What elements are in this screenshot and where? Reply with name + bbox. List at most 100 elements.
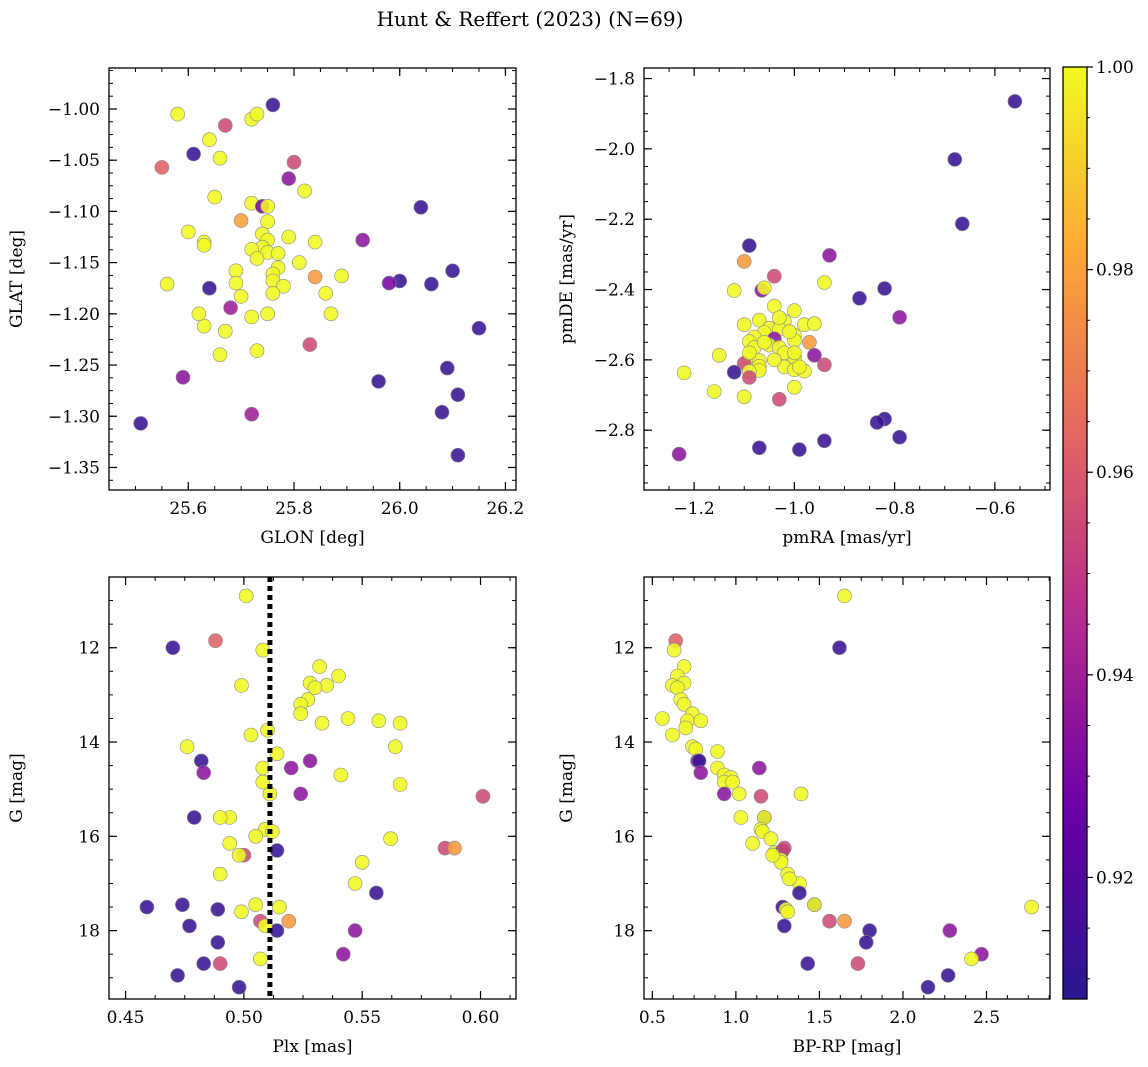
y-axis-label: G [mag] [557, 753, 577, 822]
scatter-point [736, 389, 752, 405]
scatter-point [297, 183, 312, 199]
scatter-point [270, 246, 286, 261]
scatter-point [331, 668, 346, 684]
scatter-point [676, 365, 692, 381]
scatter-point [371, 374, 386, 389]
scatter-point [312, 659, 327, 674]
scatter-point [447, 840, 462, 856]
scatter-point [753, 788, 769, 804]
y-tick-label: −1.15 [48, 254, 100, 274]
scatter-point [369, 885, 384, 901]
y-tick-label: −1.30 [48, 407, 100, 427]
x-axis-label: BP-RP [mag] [793, 1037, 902, 1057]
scatter-point [383, 831, 398, 847]
scatter-point [223, 300, 238, 316]
y-tick-label: −1.05 [48, 151, 100, 171]
scatter-point [159, 276, 175, 292]
scatter-point [281, 171, 297, 186]
scatter-point [892, 309, 907, 325]
scatter-point [222, 836, 237, 851]
scatter-point [792, 885, 807, 901]
scatter-point [212, 347, 228, 363]
scatter-point [392, 715, 408, 731]
scatter-point [852, 290, 867, 306]
minor-ticks [643, 68, 1050, 490]
scatter-point [710, 744, 725, 759]
scatter-point [307, 234, 323, 250]
scatter-point [706, 384, 722, 399]
scatter-point [792, 442, 807, 457]
scatter-point [234, 904, 249, 920]
scatter-point [253, 951, 268, 967]
colorbar-tick-label: 0.92 [1096, 868, 1134, 888]
scatter-point [736, 317, 752, 333]
scatter-point [782, 324, 797, 340]
scatter-point [210, 902, 226, 917]
scatter-point [272, 899, 287, 915]
scatter-point [265, 97, 281, 113]
y-axis-label: G [mag] [7, 753, 27, 822]
scatter-point [780, 904, 796, 920]
scatter-point [243, 727, 259, 743]
colorbar-tick-label: 0.96 [1096, 463, 1134, 483]
scatter-point [165, 640, 181, 656]
x-tick-label: 0.60 [462, 1008, 500, 1028]
scatter-point [255, 774, 271, 790]
scatter-point [787, 379, 802, 395]
scatter-point [231, 979, 247, 995]
scatter-point [170, 106, 185, 122]
scatter-point [892, 429, 907, 445]
scatter-point [807, 347, 822, 363]
y-tick-label: −1.8 [594, 70, 635, 90]
scatter-point [212, 866, 228, 882]
scatter-point [334, 268, 349, 284]
scatter-point [736, 254, 752, 269]
colorbar-tick-label: 0.98 [1096, 261, 1134, 281]
axes-frame [643, 67, 1051, 491]
scatter-point [733, 810, 749, 825]
y-tick-label: −1.25 [48, 356, 100, 376]
scatter-point [218, 118, 233, 133]
x-tick-label: 0.50 [225, 1008, 263, 1028]
scatter-point [248, 828, 263, 844]
scatter-point [281, 229, 297, 245]
scatter-point [202, 132, 217, 147]
scatter-point [817, 275, 832, 290]
y-axis-label: GLAT [deg] [7, 230, 27, 328]
scatter-point [293, 706, 309, 722]
scatter-point [822, 913, 837, 929]
y-tick-label: 16 [613, 827, 635, 847]
scatter-point [445, 263, 460, 279]
scatter-point [711, 347, 727, 363]
x-tick-label: 0.5 [639, 1008, 666, 1028]
scatter-point [244, 406, 259, 422]
scatter-point [751, 440, 767, 456]
scatter-point [283, 760, 299, 776]
x-tick-label: −0.6 [974, 499, 1015, 519]
colorbar-gradient [1063, 67, 1087, 999]
scatter-point [792, 359, 807, 375]
y-tick-label: 18 [613, 922, 635, 942]
scatter-point [307, 269, 323, 285]
scatter-point [771, 391, 787, 407]
scatter-point [249, 106, 265, 122]
y-tick-label: −2.8 [594, 421, 635, 441]
y-tick-label: 14 [613, 733, 635, 753]
y-tick-label: −1.10 [48, 202, 100, 222]
panel-bprp-g: 0.5 1.0 1.5 2.0 2.5 12 14 16 18 BP-RP [mag] G [mag… [557, 576, 1051, 1057]
scatter-point [751, 312, 767, 328]
axes-frame [643, 576, 1051, 1000]
scatter-point [693, 713, 709, 729]
colorbar: 0.92 0.94 0.96 0.98 1.00 [1062, 58, 1134, 1000]
scatter-point [940, 968, 956, 983]
scatter-point [766, 268, 782, 284]
scatter-point [196, 765, 211, 781]
scatter-point [269, 746, 285, 762]
x-tick-label: −1.2 [673, 499, 714, 519]
scatter-point [387, 739, 403, 755]
scatter-point [248, 897, 263, 913]
scatter-point [766, 352, 782, 368]
scatter-point [347, 923, 363, 938]
scatter-point [208, 633, 223, 649]
